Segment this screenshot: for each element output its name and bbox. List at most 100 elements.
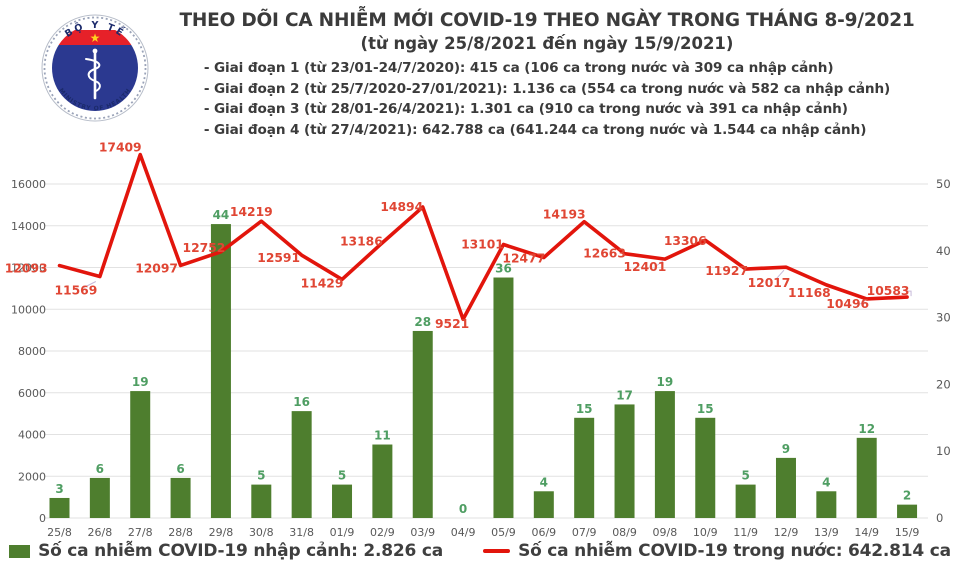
bar-value-label: 9 [782,442,790,456]
line-value-label: 12477 [502,252,545,266]
line-value-label: 11569 [54,283,97,297]
x-axis-tick: 11/9 [733,526,758,539]
bar [89,477,110,518]
x-axis-tick: 05/9 [491,526,516,539]
y-axis-left-tick: 14000 [11,220,46,233]
ministry-of-health-logo: ★ BỘ Y TẾ MINISTRY OF HEALTH [41,14,149,122]
x-axis-tick: 30/8 [249,526,274,539]
line-value-label: 10496 [826,297,869,311]
line-value-label: 12752 [183,241,226,255]
phase-4-summary: - Giai đoạn 4 (từ 27/4/2021): 642.788 ca… [203,121,867,138]
bar [251,484,272,518]
chart-subtitle: (từ ngày 25/8/2021 đến ngày 15/9/2021) [360,34,734,53]
x-axis-tick: 04/9 [451,526,476,539]
x-axis-tick: 02/9 [370,526,395,539]
bar-value-label: 19 [657,375,674,389]
bar [574,417,595,518]
line-value-label: 11429 [301,276,344,290]
bar [493,277,514,518]
bar [170,477,191,518]
legend-domestic-label: Số ca nhiễm COVID-19 trong nước: 642.814… [518,541,951,561]
logo-flag-band [52,30,138,45]
bar-value-label: 6 [96,462,104,476]
bar [210,224,231,518]
chart-title: THEO DÕI CA NHIỄM MỚI COVID-19 THEO NGÀY… [179,10,915,31]
chart-legend: Số ca nhiễm COVID-19 nhập cảnh: 2.826 ca… [0,541,960,561]
bar-value-label: 17 [616,388,633,402]
bar-value-label: 4 [540,475,548,489]
line-value-label: 14193 [543,208,586,222]
line-value-label: 13101 [461,238,504,252]
phase-1-summary: - Giai đoạn 1 (từ 23/01-24/7/2020): 415 … [203,60,834,76]
bar-value-label: 6 [176,462,184,476]
legend-item-domestic: Số ca nhiễm COVID-19 trong nước: 642.814… [483,541,951,561]
bar-value-label: 11 [374,429,391,443]
legend-line-swatch [483,549,511,553]
x-axis-tick: 01/9 [330,526,355,539]
x-axis-tick: 06/9 [531,526,556,539]
x-axis-tick: 14/9 [854,526,879,539]
bar [412,330,433,518]
line-value-label: 13306 [664,234,707,248]
x-axis-tick: 28/8 [168,526,193,539]
y-axis-left-tick: 16000 [11,178,46,191]
line-value-label: 12097 [135,261,178,275]
y-axis-left-tick: 10000 [11,303,46,316]
bar [735,484,756,518]
phase-3-summary: - Giai đoạn 3 (từ 28/01-26/4/2021): 1.30… [203,101,848,117]
bar-value-label: 5 [338,469,346,483]
line-value-label: 11927 [705,264,748,278]
y-axis-right-tick: 20 [936,377,951,391]
bar-value-label: 16 [293,395,310,409]
bar [856,437,877,518]
x-axis-tick: 08/9 [612,526,637,539]
bar-value-label: 2 [903,489,911,503]
bar-value-label: 5 [257,469,265,483]
bar [695,417,716,518]
line-value-label: 12401 [624,260,667,274]
legend-item-imported: Số ca nhiễm COVID-19 nhập cảnh: 2.826 ca [9,541,443,561]
line-value-label: 9521 [435,317,469,331]
line-value-label: 14219 [230,205,273,219]
legend-bar-swatch [9,544,31,558]
line-value-label: 10583 [867,284,910,298]
legend-imported-label: Số ca nhiễm COVID-19 nhập cảnh: 2.826 ca [38,541,444,561]
x-axis-tick: 27/8 [128,526,153,539]
bar-value-label: 0 [459,502,467,516]
y-axis-right-tick: 0 [936,511,943,525]
bar-value-label: 44 [213,208,230,222]
bar [533,491,554,518]
line-value-label: 11168 [788,286,831,300]
label-leader [905,290,912,297]
line-value-label: 12591 [257,251,300,265]
bar-value-label: 36 [495,262,512,276]
bar-value-label: 15 [576,402,593,416]
phase-summary-list: - Giai đoạn 1 (từ 23/01-24/7/2020): 415 … [204,58,890,140]
trend-line [57,152,909,322]
bar [614,404,635,518]
x-axis-tick: 03/9 [410,526,435,539]
bar-value-label: 28 [414,315,431,329]
line-value-label: 12093 [5,262,48,276]
bar [897,504,918,518]
bar-value-label: 15 [697,402,714,416]
rod-of-asclepius-icon [85,48,101,100]
y-axis-right-tick: 30 [936,311,951,325]
label-leader [858,300,865,306]
x-axis-tick: 31/8 [289,526,314,539]
line-value-label: 17409 [99,141,142,155]
bar [291,411,312,518]
x-axis-tick: 15/9 [895,526,920,539]
label-leader [83,281,97,288]
y-axis-left-tick: 8000 [18,345,46,358]
y-axis-right-tick: 50 [936,177,951,191]
x-axis-tick: 26/8 [88,526,113,539]
bar [816,491,837,518]
line-value-label: 12017 [748,276,791,290]
bar-value-label: 5 [741,469,749,483]
y-axis-left-tick: 6000 [18,387,46,400]
x-axis-tick: 13/9 [814,526,839,539]
x-axis-tick: 10/9 [693,526,718,539]
line-value-label: 13186 [340,235,383,249]
